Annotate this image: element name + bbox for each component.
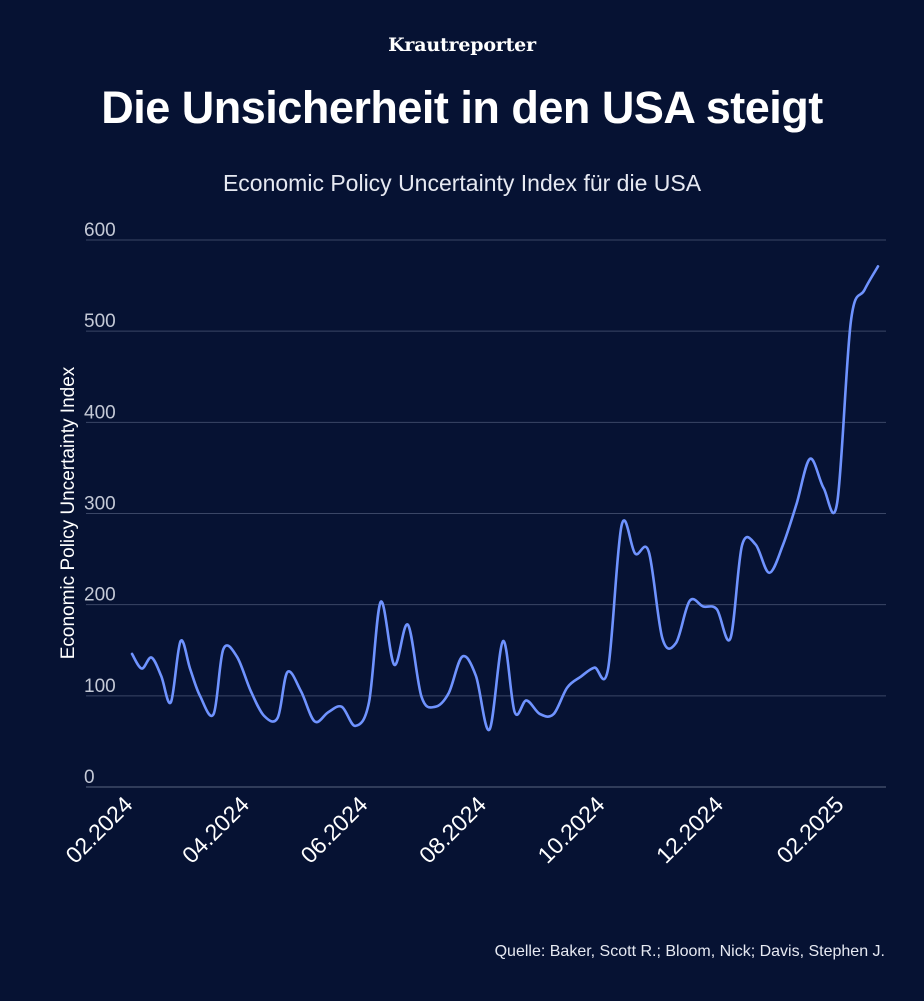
y-tick-label: 200	[84, 585, 116, 606]
y-axis-label: Economic Policy Uncertainty Index	[58, 366, 79, 659]
x-tick-label: 06.2024	[295, 791, 372, 868]
source-note: Quelle: Baker, Scott R.; Bloom, Nick; Da…	[494, 943, 885, 960]
y-tick-label: 300	[84, 494, 116, 515]
x-tick-label: 10.2024	[532, 791, 609, 868]
chart-title: Die Unsicherheit in den USA steigt	[101, 82, 823, 133]
brand-logo: Krautreporter	[388, 34, 536, 56]
x-tick-label: 02.2025	[771, 791, 848, 868]
x-tick-label: 08.2024	[414, 791, 491, 868]
y-tick-label: 400	[84, 402, 116, 423]
y-tick-label: 600	[84, 220, 116, 241]
y-tick-label: 100	[84, 676, 116, 697]
series-layer	[130, 265, 880, 731]
series-line	[130, 265, 880, 731]
x-axis-ticks: 02.2024 04.2024 06.2024 08.2024 10.2024 12.20…	[60, 791, 848, 868]
chart-subtitle: Economic Policy Uncertainty Index für di…	[222, 170, 702, 196]
y-axis-ticks: 0 100 200 300 400 500 600	[84, 220, 116, 788]
x-tick-label: 02.2024	[60, 791, 137, 868]
y-tick-label: 500	[84, 311, 116, 332]
x-tick-label: 04.2024	[177, 791, 254, 868]
gridlines	[86, 239, 886, 788]
x-tick-label: 12.2024	[651, 791, 728, 868]
y-tick-label: 0	[84, 767, 95, 788]
